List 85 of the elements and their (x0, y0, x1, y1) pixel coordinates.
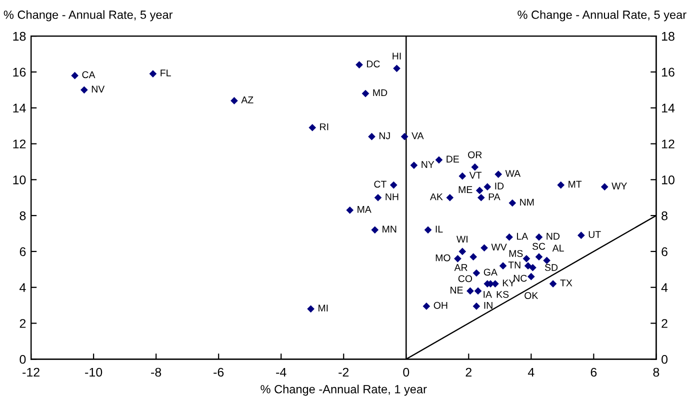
y-tick-label: 10 (13, 175, 26, 184)
annotation: AL (552, 244, 564, 252)
x-tick-label: -2 (338, 368, 349, 377)
annotation: MI (318, 304, 328, 312)
y-axis-title: % Change - Annual Rate, 5 year (4, 10, 173, 22)
annotation: NH (386, 193, 398, 200)
annotation: AK (430, 193, 443, 200)
x-tick-label: 4 (528, 368, 534, 377)
y2-tick-label: 12 (662, 140, 674, 148)
annotation: KS (496, 290, 509, 298)
annotation: UT (588, 231, 601, 238)
x-tick-label: -4 (276, 368, 286, 377)
annotation: WV (491, 244, 507, 250)
annotation: FL (160, 70, 171, 76)
annotation: WA (505, 170, 521, 177)
annotation: MA (358, 206, 372, 213)
x-axis-title: % Change -Annual Rate, 1 year (260, 384, 427, 396)
annotation: NM (520, 198, 534, 206)
annotation: ND (546, 232, 560, 240)
annotation: IN (484, 302, 492, 309)
annotation: GA (484, 268, 498, 276)
y2-tick-label: 0 (662, 354, 668, 364)
annotation: AR (454, 264, 468, 271)
annotation: LA (517, 232, 528, 240)
annotation: VT (469, 172, 482, 179)
annotation: OR (468, 151, 482, 158)
annotation: RI (320, 123, 328, 130)
annotation: SC (532, 242, 546, 250)
annotation: VA (412, 132, 424, 140)
annotation: WY (612, 182, 628, 190)
annotation: TN (508, 262, 520, 268)
annotation: ID (495, 182, 504, 190)
annotation: OK (524, 292, 538, 300)
x-tick-label: -10 (85, 368, 102, 377)
x-tick-label: 0 (403, 368, 410, 377)
x-tick-label: -8 (151, 368, 162, 377)
y2-tick-label: 8 (662, 211, 668, 220)
y2-tick-label: 4 (661, 283, 668, 292)
x-tick-label: 2 (466, 368, 472, 377)
y-tick-label: 14 (13, 104, 26, 112)
annotation: TX (560, 280, 572, 286)
y2-axis-title: % Change - Annual Rate, 5 year (518, 10, 686, 22)
x-tick-label: -6 (214, 368, 224, 377)
annotation: MD (373, 89, 388, 96)
y-tick-label: 16 (13, 68, 26, 77)
annotation: MO (436, 254, 450, 262)
y-tick-label: 12 (13, 140, 26, 148)
y2-tick-label: 18 (662, 32, 674, 41)
annotation: NV (92, 86, 105, 92)
annotation: WI (456, 236, 468, 243)
annotation: IA (484, 291, 492, 298)
annotation: MN (382, 226, 396, 232)
y2-tick-label: 10 (662, 175, 674, 184)
annotation: SD (544, 264, 558, 271)
annotation: IL (436, 226, 443, 232)
x-tick-label: -12 (22, 368, 40, 377)
annotation: CO (458, 275, 472, 282)
annotation: ME (458, 186, 472, 193)
annotation: DC (366, 60, 380, 68)
y2-tick-label: 16 (662, 68, 674, 77)
annotation: MT (568, 180, 582, 188)
y-tick-label: 4 (20, 283, 26, 292)
y2-tick-label: 14 (662, 104, 675, 112)
annotation: MS (509, 250, 523, 257)
y-tick-label: 0 (20, 354, 26, 364)
annotation: KY (502, 280, 515, 286)
annotation: DE (446, 156, 459, 162)
annotation: NJ (379, 132, 390, 140)
y-tick-label: 18 (13, 32, 26, 41)
annotation: NE (450, 286, 463, 294)
y2-tick-label: 6 (662, 247, 668, 256)
y-tick-label: 2 (20, 319, 26, 328)
annotation: CT (374, 180, 386, 188)
x-tick-label: 8 (653, 368, 660, 377)
annotation: OH (434, 302, 448, 309)
annotation: AZ (241, 96, 254, 104)
annotation: NY (422, 161, 434, 168)
y2-tick-label: 2 (662, 319, 668, 328)
annotation: PA (488, 193, 500, 200)
x-tick-label: 6 (590, 368, 597, 377)
annotation: HI (392, 52, 401, 60)
y-tick-label: 8 (20, 211, 26, 220)
annotation: NC (514, 274, 527, 282)
y-tick-label: 6 (20, 247, 26, 256)
annotation: CA (82, 71, 96, 78)
